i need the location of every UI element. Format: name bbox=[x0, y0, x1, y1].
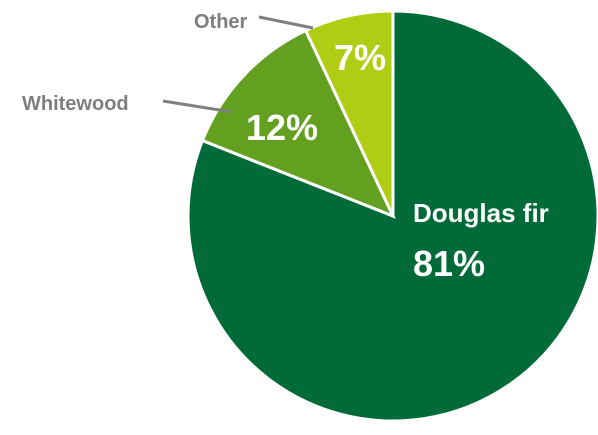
slice-name-label-douglas-fir: Douglas fir bbox=[413, 198, 549, 228]
slice-name-label-whitewood: Whitewood bbox=[22, 93, 129, 115]
labels-layer: Douglas fir 81% 12% Whitewood 7% Other bbox=[22, 11, 549, 284]
slice-value-label-whitewood: 12% bbox=[246, 107, 318, 148]
pie-slice-whitewood bbox=[200, 28, 396, 219]
pie-slice-other bbox=[303, 9, 395, 217]
slice-value-label-douglas-fir: 81% bbox=[413, 243, 485, 284]
leader-line-whitewood bbox=[162, 99, 233, 114]
slices-layer bbox=[186, 9, 598, 423]
slice-name-label-other: Other bbox=[194, 11, 248, 33]
slice-value-label-other: 7% bbox=[334, 37, 386, 78]
leader-line-other bbox=[258, 15, 314, 30]
